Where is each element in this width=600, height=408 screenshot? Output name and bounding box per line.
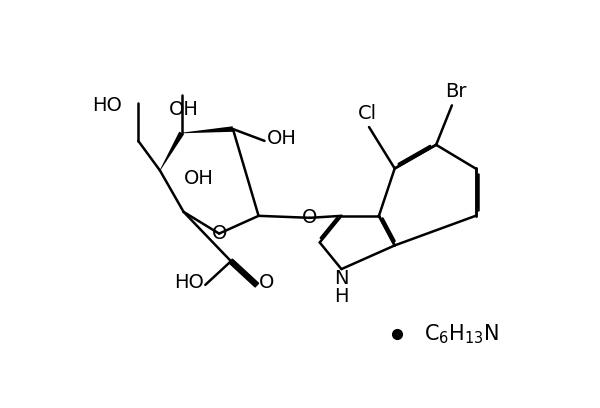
Text: O: O — [259, 273, 274, 293]
Text: O: O — [302, 208, 317, 227]
Text: Br: Br — [445, 82, 467, 101]
Text: O: O — [211, 224, 227, 243]
Text: OH: OH — [184, 169, 214, 188]
Text: Cl: Cl — [358, 104, 377, 123]
Polygon shape — [160, 132, 184, 171]
Text: HO: HO — [92, 96, 122, 115]
Text: OH: OH — [169, 100, 199, 119]
Text: N: N — [334, 269, 349, 288]
Text: C$_6$H$_{13}$N: C$_6$H$_{13}$N — [424, 322, 500, 346]
Polygon shape — [182, 126, 233, 133]
Text: HO: HO — [175, 273, 205, 293]
Text: H: H — [334, 287, 349, 306]
Text: OH: OH — [268, 129, 297, 149]
